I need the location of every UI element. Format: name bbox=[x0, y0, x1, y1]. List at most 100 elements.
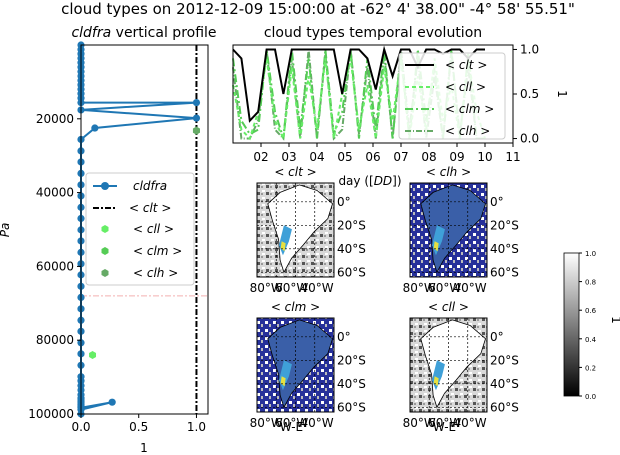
map-lat-label: 40°S bbox=[490, 242, 519, 256]
temporal-axes-frame bbox=[232, 44, 514, 144]
profile-ylabel: Pa bbox=[0, 223, 12, 238]
colorbar-tick-label: 0.2 bbox=[585, 364, 596, 372]
profile-ytick-label: 20000 bbox=[36, 112, 74, 126]
map-lon-label: 40°W bbox=[453, 281, 486, 295]
temporal-xtick-label: 03 bbox=[281, 150, 296, 164]
profile-cll-point bbox=[89, 350, 97, 359]
legend-cll-label: < cll > bbox=[133, 222, 174, 236]
profile-title-rest: vertical profile bbox=[111, 25, 216, 41]
temporal-xlabel: day ([DD]) bbox=[338, 174, 401, 188]
temporal-series-line bbox=[232, 49, 485, 140]
map-axis-label: W-E bbox=[433, 420, 456, 434]
map-panel-title: < clm > bbox=[271, 300, 320, 314]
temporal-xtick-label: 02 bbox=[253, 150, 268, 164]
profile-xtick-label: 0.0 bbox=[71, 420, 90, 434]
temporal-legend-cll-label: < cll > bbox=[445, 80, 486, 94]
map-lat-label: 0° bbox=[337, 330, 351, 344]
temporal-legend-clt-label: < clt > bbox=[445, 58, 487, 72]
colorbar-tick-label: 0.0 bbox=[585, 393, 596, 401]
map-lon-label: 60°W bbox=[428, 281, 461, 295]
temporal-legend: < clt > < cll > < clm > < clh > bbox=[398, 52, 506, 140]
legend-clh-label: < clh > bbox=[133, 266, 178, 280]
colorbar-tick-label: 0.8 bbox=[585, 279, 596, 287]
map-axis-label: W-E bbox=[280, 420, 303, 434]
map-lon-label: 80°W bbox=[250, 416, 283, 430]
temporal-plot-area: 02 03 04 05 06 07 08 09 10 110.0 0.5 1.0 bbox=[232, 42, 539, 164]
temporal-panel: cloud types temporal evolution 02 03 04 05 0… bbox=[232, 25, 569, 188]
profile-ytick-label: 60000 bbox=[36, 259, 74, 273]
map-lat-label: 20°S bbox=[490, 218, 519, 232]
profile-cldfra-point bbox=[192, 98, 201, 107]
profile-ytick-label: 100000 bbox=[28, 407, 74, 421]
map-lon-label: 60°W bbox=[275, 416, 308, 430]
colorbar-gradient bbox=[563, 252, 580, 397]
map-lat-label: 20°S bbox=[490, 353, 519, 367]
temporal-xtick-label: 05 bbox=[337, 150, 352, 164]
map-lat-label: 0° bbox=[490, 330, 504, 344]
map-lat-label: 60°S bbox=[337, 400, 366, 414]
colorbar-ticks: 0.0 0.2 0.4 0.6 0.8 1.0 bbox=[579, 250, 597, 401]
map-lon-label: 80°W bbox=[403, 416, 436, 430]
map-lon-label: 40°W bbox=[300, 281, 333, 295]
map-lon-label: 40°W bbox=[453, 416, 486, 430]
profile-title: cldfra vertical profile bbox=[71, 25, 216, 41]
colorbar: 0.0 0.2 0.4 0.6 0.8 1.0 1 bbox=[563, 250, 620, 401]
temporal-ytick-label: 1.0 bbox=[520, 42, 539, 56]
colorbar-label: 1 bbox=[609, 316, 620, 324]
map-lat-label: 0° bbox=[337, 195, 351, 209]
legend-cldfra-label: cldfra bbox=[133, 179, 167, 193]
map-lon-label: 80°W bbox=[403, 281, 436, 295]
map-panel-title: < cll > bbox=[428, 300, 469, 314]
map-lat-label: 0° bbox=[490, 195, 504, 209]
temporal-ytick-label: 0.5 bbox=[520, 87, 539, 101]
temporal-ytick-label: 0.0 bbox=[520, 132, 539, 146]
profile-cldfra-point bbox=[192, 114, 201, 122]
legend-clt-label: < clt > bbox=[129, 201, 171, 215]
profile-title-italic: cldfra bbox=[71, 25, 111, 41]
temporal-title: cloud types temporal evolution bbox=[264, 25, 482, 41]
figure-suptitle: cloud types on 2012-12-09 15:00:00 at -6… bbox=[61, 0, 575, 18]
temporal-xtick-label: 11 bbox=[505, 150, 520, 164]
profile-legend-box bbox=[85, 172, 195, 286]
temporal-legend-box bbox=[398, 52, 506, 140]
profile-axes-frame bbox=[80, 44, 209, 415]
legend-clm-label: < clm > bbox=[133, 244, 182, 258]
temporal-xtick-label: 10 bbox=[477, 150, 492, 164]
temporal-xtick-label: 06 bbox=[365, 150, 380, 164]
map-panels: < clt >0°20°S40°S60°S80°W60°W40°W< clh >… bbox=[250, 165, 519, 434]
map-lat-label: 60°S bbox=[490, 265, 519, 279]
colorbar-tick-label: 0.6 bbox=[585, 307, 597, 315]
temporal-xtick-label: 09 bbox=[449, 150, 464, 164]
legend-clh-marker bbox=[101, 269, 109, 277]
map-lat-label: 40°S bbox=[337, 242, 366, 256]
profile-clh-point bbox=[192, 126, 200, 135]
map-lon-label: 60°W bbox=[275, 281, 308, 295]
profile-ytick-label: 80000 bbox=[36, 333, 74, 347]
temporal-legend-clh-label: < clh > bbox=[445, 124, 490, 138]
profile-cldfra-point bbox=[108, 398, 116, 406]
colorbar-tick-label: 0.4 bbox=[585, 336, 597, 344]
profile-xtick-label: 0.5 bbox=[129, 420, 148, 434]
map-lat-label: 40°S bbox=[337, 377, 366, 391]
profile-xtick-label: 1.0 bbox=[187, 420, 206, 434]
legend-clm-marker bbox=[101, 247, 109, 255]
profile-panel: cldfra vertical profile 0.0 0.5 1.0 20000 40… bbox=[0, 25, 217, 455]
colorbar-tick-label: 1.0 bbox=[585, 250, 596, 258]
temporal-legend-clm-label: < clm > bbox=[445, 102, 494, 116]
map-lon-label: 80°W bbox=[250, 281, 283, 295]
map-panel-title: < clh > bbox=[426, 165, 471, 179]
map-lon-label: 60°W bbox=[428, 416, 461, 430]
map-lat-label: 60°S bbox=[337, 265, 366, 279]
map-lat-label: 40°S bbox=[490, 377, 519, 391]
profile-xlabel: 1 bbox=[140, 441, 148, 455]
map-lat-label: 60°S bbox=[490, 400, 519, 414]
temporal-ylabel: 1 bbox=[555, 90, 569, 98]
map-lon-label: 40°W bbox=[300, 416, 333, 430]
temporal-xtick-label: 08 bbox=[421, 150, 436, 164]
profile-ytick-label: 40000 bbox=[36, 186, 74, 200]
legend-cll-marker bbox=[101, 225, 109, 233]
map-panel-title: < clt > bbox=[274, 165, 316, 179]
legend-cldfra-marker bbox=[101, 182, 109, 190]
temporal-xtick-label: 07 bbox=[393, 150, 408, 164]
